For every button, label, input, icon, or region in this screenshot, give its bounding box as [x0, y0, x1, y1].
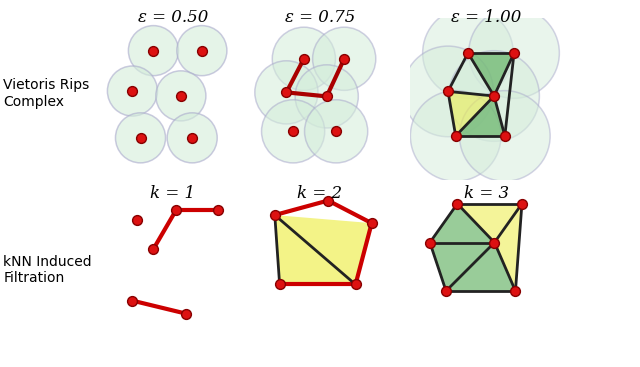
- Text: k = 2: k = 2: [298, 185, 342, 202]
- Point: [351, 281, 361, 287]
- Point: [282, 90, 292, 95]
- Circle shape: [460, 91, 550, 181]
- Point: [127, 88, 138, 94]
- Point: [517, 201, 527, 207]
- Polygon shape: [495, 204, 522, 291]
- Text: ε = 0.50: ε = 0.50: [138, 9, 208, 26]
- Circle shape: [108, 66, 157, 116]
- Polygon shape: [468, 53, 514, 96]
- Circle shape: [156, 71, 206, 121]
- Point: [180, 310, 191, 316]
- Point: [331, 128, 341, 134]
- Point: [322, 94, 332, 99]
- Point: [500, 133, 510, 139]
- Point: [441, 288, 451, 294]
- Circle shape: [305, 100, 368, 163]
- Point: [451, 133, 461, 139]
- Polygon shape: [430, 243, 495, 291]
- Point: [148, 48, 159, 54]
- Polygon shape: [275, 215, 356, 284]
- Circle shape: [449, 51, 540, 141]
- Point: [288, 128, 298, 134]
- Point: [136, 135, 146, 141]
- Polygon shape: [448, 91, 494, 136]
- Point: [148, 246, 159, 252]
- Circle shape: [312, 27, 376, 90]
- Point: [490, 240, 500, 246]
- Point: [213, 207, 223, 213]
- Point: [127, 298, 138, 304]
- Point: [367, 220, 377, 226]
- Point: [463, 50, 473, 56]
- Text: Vietoris Rips
Complex: Vietoris Rips Complex: [3, 79, 90, 109]
- Text: k = 1: k = 1: [150, 185, 195, 202]
- Text: ε = 1.00: ε = 1.00: [451, 9, 522, 26]
- Polygon shape: [458, 204, 522, 243]
- Circle shape: [255, 61, 318, 124]
- Text: kNN Induced
Filtration: kNN Induced Filtration: [3, 255, 92, 285]
- Point: [339, 56, 349, 62]
- Text: ε = 0.75: ε = 0.75: [285, 9, 355, 26]
- Polygon shape: [446, 243, 515, 291]
- Circle shape: [177, 26, 227, 76]
- Point: [176, 93, 186, 99]
- Point: [171, 207, 181, 213]
- Circle shape: [262, 100, 324, 163]
- Circle shape: [422, 8, 513, 98]
- Point: [269, 212, 280, 218]
- Point: [443, 88, 453, 94]
- Circle shape: [115, 113, 166, 163]
- Point: [132, 217, 142, 223]
- Polygon shape: [430, 204, 495, 243]
- Circle shape: [129, 26, 179, 76]
- Circle shape: [272, 27, 335, 90]
- Point: [299, 56, 309, 62]
- Point: [489, 93, 499, 99]
- Circle shape: [295, 65, 358, 128]
- Point: [425, 240, 435, 246]
- Circle shape: [403, 46, 493, 137]
- Point: [510, 288, 520, 294]
- Point: [187, 135, 197, 141]
- Point: [196, 48, 207, 54]
- Point: [323, 197, 333, 203]
- Polygon shape: [275, 215, 372, 284]
- Circle shape: [167, 113, 217, 163]
- Circle shape: [410, 91, 501, 181]
- Circle shape: [468, 8, 559, 98]
- Point: [509, 50, 519, 56]
- Polygon shape: [456, 96, 505, 136]
- Point: [452, 201, 463, 207]
- Text: k = 3: k = 3: [464, 185, 509, 202]
- Point: [275, 281, 285, 287]
